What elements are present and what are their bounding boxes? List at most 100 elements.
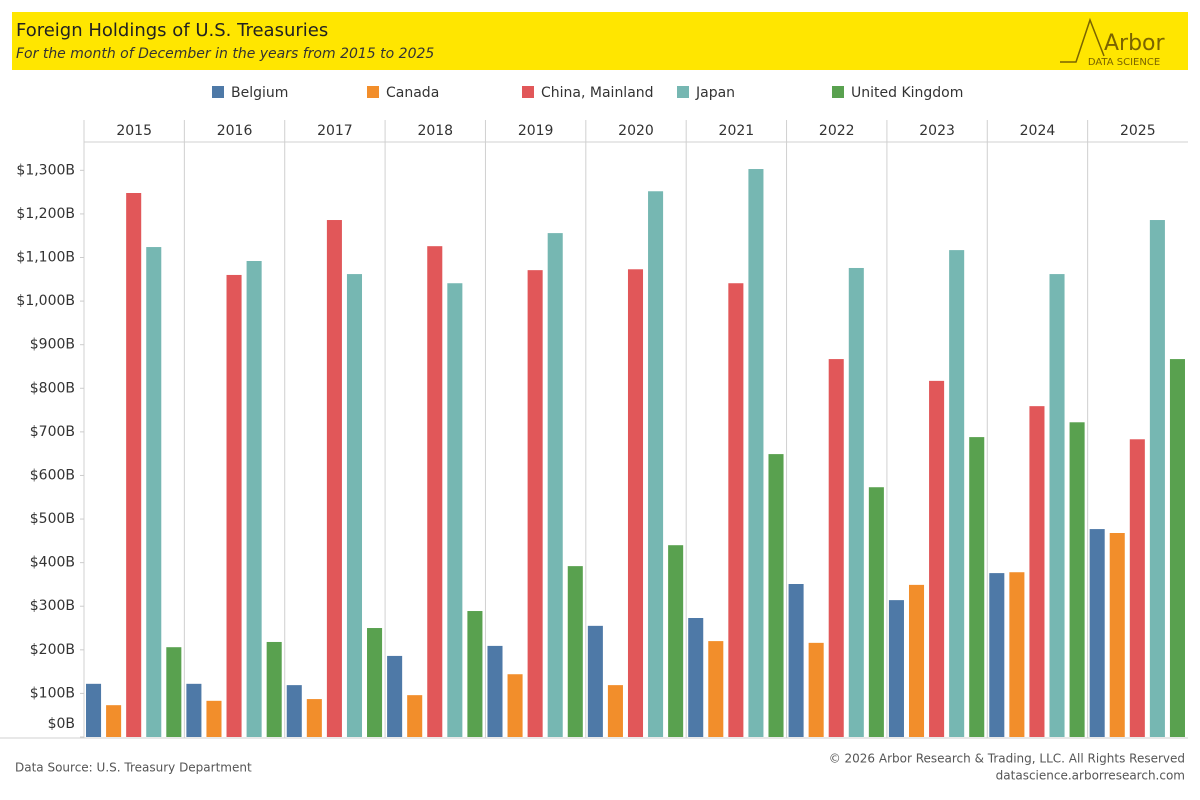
bar: [648, 191, 664, 737]
logo-mark: [1060, 17, 1105, 63]
bar: [487, 645, 503, 737]
bar: [929, 380, 945, 737]
bar: [748, 169, 764, 737]
legend-swatch: [522, 86, 534, 98]
legend-swatch: [832, 86, 844, 98]
legend-swatch: [677, 86, 689, 98]
bar: [587, 625, 603, 737]
logo-tagline: DATA SCIENCE: [1088, 57, 1160, 68]
bar: [226, 274, 242, 737]
bar: [286, 685, 302, 737]
bar: [868, 487, 884, 737]
bar: [828, 359, 844, 737]
bar: [1169, 359, 1185, 737]
bar: [326, 220, 342, 737]
x-category-label: 2025: [1120, 123, 1156, 139]
bar: [106, 705, 122, 737]
bar: [527, 270, 543, 737]
bar: [728, 283, 744, 737]
bar: [989, 573, 1005, 737]
x-category-label: 2023: [919, 123, 955, 139]
bar: [387, 655, 403, 737]
source-note: Data Source: U.S. Treasury Department: [15, 761, 252, 775]
x-category-label: 2020: [618, 123, 654, 139]
y-tick-label: $900B: [30, 337, 75, 353]
x-category-label: 2017: [317, 123, 353, 139]
bar: [607, 685, 623, 737]
legend-label: United Kingdom: [851, 85, 963, 101]
bar: [547, 233, 563, 737]
y-tick-label: $1,200B: [16, 206, 75, 222]
x-category-label: 2024: [1020, 123, 1056, 139]
title-banner: [12, 12, 1188, 70]
bar: [1069, 422, 1085, 737]
bar: [1109, 533, 1125, 737]
bar: [206, 700, 222, 737]
bar: [407, 695, 423, 737]
y-tick-label: $100B: [30, 685, 75, 701]
bar: [888, 600, 904, 737]
legend-label: Canada: [386, 85, 439, 101]
bar: [949, 250, 965, 737]
y-tick-label: $1,000B: [16, 293, 75, 309]
bar: [1089, 529, 1105, 737]
bar: [507, 674, 523, 737]
legend-label: Japan: [695, 85, 735, 101]
legend-label: Belgium: [231, 85, 288, 101]
y-tick-label: $1,100B: [16, 250, 75, 266]
x-category-label: 2016: [217, 123, 253, 139]
bar: [306, 699, 322, 737]
chart-title: Foreign Holdings of U.S. Treasuries: [16, 20, 328, 41]
logo-name: Arbor: [1104, 31, 1166, 56]
chart-subtitle: For the month of December in the years f…: [16, 46, 434, 62]
bar: [1049, 274, 1065, 737]
bar: [126, 193, 142, 737]
x-category-label: 2022: [819, 123, 855, 139]
bar: [969, 437, 985, 737]
y-tick-label: $500B: [30, 511, 75, 527]
y-tick-label: $1,300B: [16, 162, 75, 178]
x-category-label: 2018: [417, 123, 453, 139]
y-tick-label: $300B: [30, 598, 75, 614]
bar: [346, 274, 363, 737]
y-tick-label: $200B: [30, 642, 75, 658]
bar: [708, 641, 724, 737]
bar: [186, 683, 202, 737]
y-tick-label: $0B: [48, 716, 75, 732]
bar: [246, 261, 262, 737]
y-tick-label: $600B: [30, 467, 75, 483]
legend-swatch: [367, 86, 379, 98]
bar: [788, 584, 804, 737]
bar: [166, 647, 182, 737]
bar: [768, 454, 784, 737]
x-category-label: 2021: [719, 123, 755, 139]
bar: [1149, 220, 1165, 737]
y-tick-label: $700B: [30, 424, 75, 440]
bar: [86, 683, 102, 737]
bar: [447, 283, 463, 737]
y-tick-label: $400B: [30, 555, 75, 571]
x-category-label: 2015: [116, 123, 152, 139]
bar: [266, 641, 282, 737]
website-note: datascience.arborresearch.com: [996, 769, 1185, 783]
bar: [908, 584, 925, 737]
bar: [467, 611, 483, 737]
bar: [808, 642, 824, 737]
bar: [367, 628, 383, 737]
legend-label: China, Mainland: [541, 85, 654, 101]
y-tick-label: $800B: [30, 380, 75, 396]
bar: [567, 566, 583, 737]
bar: [848, 267, 864, 737]
bar: [688, 618, 704, 737]
legend-swatch: [212, 86, 224, 98]
x-category-label: 2019: [518, 123, 554, 139]
bar: [1129, 439, 1145, 737]
bar: [1009, 572, 1025, 737]
bar: [427, 246, 443, 737]
copyright-note: © 2026 Arbor Research & Trading, LLC. Al…: [829, 752, 1185, 766]
bar: [146, 247, 162, 738]
bar: [668, 545, 684, 737]
bar: [1029, 406, 1045, 737]
bar: [627, 269, 644, 737]
